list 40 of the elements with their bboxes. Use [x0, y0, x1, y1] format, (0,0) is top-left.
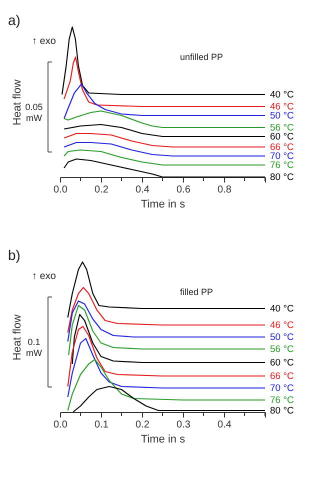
annotation: filled PP — [180, 287, 214, 297]
series-label: 76 °C — [270, 395, 294, 406]
series-label: 80 °C — [270, 406, 294, 416]
series-label: 76 °C — [270, 160, 294, 171]
series-label: 80 °C — [270, 172, 294, 183]
series-label: 70 °C — [270, 383, 294, 394]
text: b) — [8, 247, 20, 263]
series-label: 60 °C — [270, 132, 294, 142]
x-axis-title: Time in s — [140, 198, 186, 210]
x-tick-label: 0.4 — [136, 184, 150, 196]
x-tick-label: 0.2 — [94, 184, 109, 196]
series-label: 60 °C — [270, 358, 294, 368]
x-tick-label: 0.3 — [176, 420, 191, 430]
series-label: 46 °C — [270, 320, 294, 331]
x-tick-label: 0.1 — [94, 420, 109, 430]
y-axis-title: Heat flow — [12, 314, 24, 360]
text: ↑ exo — [32, 271, 56, 282]
series-label: 70 °C — [270, 151, 294, 162]
series-label: 40 °C — [270, 90, 294, 100]
annotation: unfilled PP — [180, 52, 224, 62]
x-axis-title: Time in s — [140, 434, 186, 446]
y-axis-title: Heat flow — [12, 80, 24, 126]
x-tick-label: 0.0 — [54, 184, 68, 196]
x-tick-label: 0.6 — [176, 184, 191, 196]
text: a) — [8, 12, 20, 28]
series-label: 56 °C — [270, 344, 294, 355]
series-label: 40 °C — [270, 304, 294, 314]
x-tick-label: 0.2 — [136, 420, 150, 430]
series-label: 66 °C — [270, 142, 294, 153]
series-label: 56 °C — [270, 122, 294, 134]
text: 0.1 mW — [26, 337, 42, 358]
text: 0.05 mW — [25, 102, 43, 123]
x-tick-label: 0.4 — [218, 420, 232, 430]
series-label: 50 °C — [270, 110, 294, 122]
series-label: 46 °C — [270, 102, 294, 112]
series-label: 66 °C — [270, 371, 294, 382]
x-tick-label: 0.8 — [218, 184, 232, 196]
text: ↑ exo — [32, 36, 56, 47]
x-tick-label: 0.0 — [54, 420, 68, 430]
series-label: 50 °C — [270, 332, 294, 343]
